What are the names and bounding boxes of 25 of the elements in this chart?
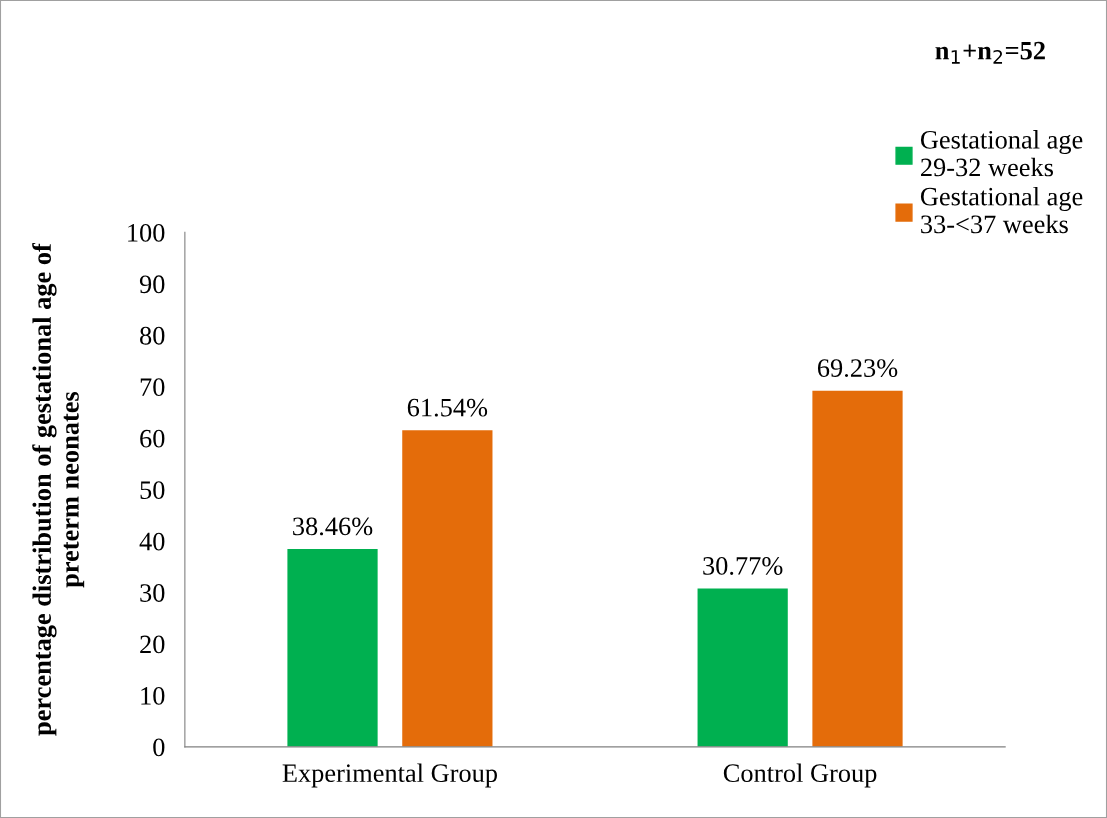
y-tick-label: 20 (140, 635, 165, 654)
x-tick-label: Experimental Group (282, 763, 497, 788)
data-label: 38.46% (293, 517, 373, 536)
data-label: 30.77% (703, 557, 783, 575)
y-tick-label: 10 (141, 686, 165, 705)
y-axis-title: percentage distribution of gestational age of preterm neonates (32, 242, 85, 736)
bar (287, 548, 378, 747)
y-tick-label: 30 (140, 584, 165, 602)
y-tick-label: 60 (140, 429, 165, 448)
data-label: 61.54% (407, 398, 488, 417)
legend-label: Gestational age 33-<37 weeks (920, 186, 1083, 234)
bar (402, 430, 493, 747)
y-tick-label: 90 (139, 275, 165, 294)
y-tick-label: 100 (128, 223, 165, 242)
y-tick-label: 80 (140, 326, 165, 345)
data-label: 69.23% (817, 359, 898, 378)
text: n$_{1}$+n$_{2}$=52 (935, 41, 1045, 64)
legend-label: Gestational age 29-32 weeks (920, 130, 1083, 177)
x-tick-label: Control Group (723, 763, 877, 788)
y-tick-label: 50 (140, 481, 165, 499)
y-tick-label: 0 (153, 738, 165, 757)
bar (697, 588, 788, 747)
y-tick-label: 70 (140, 378, 165, 397)
bar (812, 390, 903, 747)
y-tick-label: 40 (139, 532, 165, 551)
